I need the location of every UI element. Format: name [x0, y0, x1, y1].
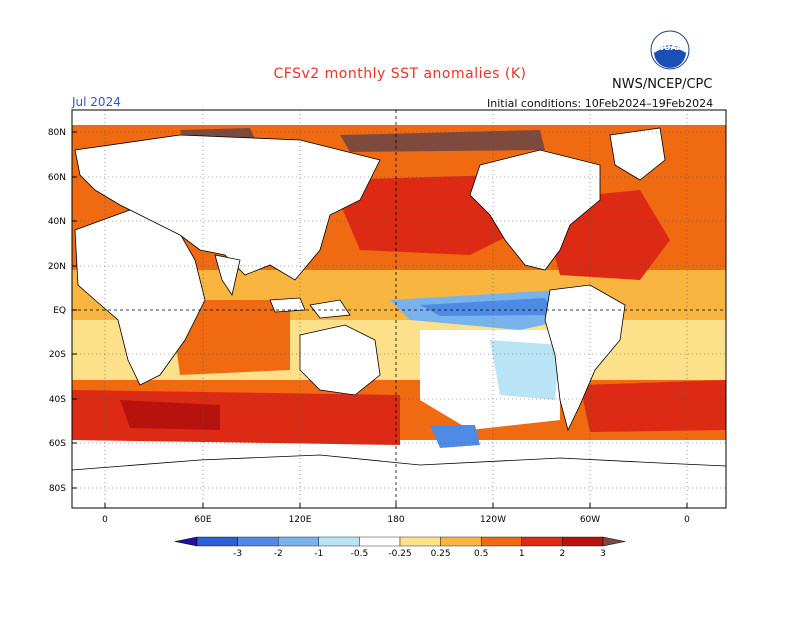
colorbar-segment: [359, 536, 401, 547]
initial-conditions: Initial conditions: 10Feb2024–19Feb2024: [487, 97, 714, 110]
colorbar-segment: [399, 536, 441, 547]
colorbar-segment: [562, 536, 604, 547]
colorbar-label: -0.5: [351, 549, 369, 559]
land-greenland: [609, 127, 666, 181]
grid: [72, 110, 726, 508]
colorbar-min-arrow: [174, 536, 198, 547]
lat-labels: 80N 60N 40N 20N EQ 20S 40S 60S 80S: [48, 128, 77, 494]
colorbar-label: 2: [560, 549, 566, 559]
colorbar-segment: [481, 536, 523, 547]
lon-labels: 0 60E 120E 180 120W 60W 0: [102, 503, 690, 525]
lat-label: 40N: [48, 217, 66, 227]
colorbar-label: -0.25: [388, 549, 411, 559]
colorbar-segment: [278, 536, 320, 547]
lon-label: 0: [102, 515, 108, 525]
noaa-logo: NOAA: [650, 30, 690, 70]
colorbar: [174, 536, 626, 547]
lon-label: 120E: [289, 515, 312, 525]
lat-label: 40S: [49, 395, 66, 405]
noaa-logo-text: NOAA: [657, 43, 683, 52]
lat-label: EQ: [53, 306, 66, 316]
map-frame: [71, 109, 727, 509]
chart-title: CFSv2 monthly SST anomalies (K): [273, 66, 527, 82]
land-south-america: [544, 284, 626, 432]
valid-month: Jul 2024: [72, 95, 121, 109]
lat-label: 20S: [49, 350, 66, 360]
colorbar-labels: -3 -2 -1 -0.5 -0.25 0.25 0.5 1 2 3: [233, 549, 606, 559]
lon-label: 120W: [480, 515, 506, 525]
reference-lines: [72, 110, 726, 508]
colorbar-label: 1: [519, 549, 525, 559]
land-eurasia: [74, 134, 381, 281]
lon-label: 180: [387, 515, 404, 525]
colorbar-segment: [440, 536, 482, 547]
lat-label: 80N: [48, 128, 66, 138]
lat-label: 60N: [48, 173, 66, 183]
colorbar-label: 3: [600, 549, 606, 559]
coastlines: [72, 127, 726, 508]
noaa-logo-icon: NOAA: [650, 30, 690, 70]
colorbar-segment: [196, 536, 238, 547]
lon-label: 0: [684, 515, 690, 525]
colorbar-segment: [318, 536, 360, 547]
colorbar-segment: [521, 536, 563, 547]
colorbar-label: -2: [274, 549, 283, 559]
lon-label: 60W: [580, 515, 600, 525]
lat-label: 80S: [49, 484, 66, 494]
colorbar-label: -3: [233, 549, 242, 559]
agency-label: NWS/NCEP/CPC: [612, 77, 713, 92]
lon-label: 60E: [194, 515, 211, 525]
colorbar-label: -1: [314, 549, 323, 559]
land-antarctica: [72, 454, 726, 508]
colorbar-segment: [237, 536, 279, 547]
lat-label: 20N: [48, 262, 66, 272]
lat-label: 60S: [49, 439, 66, 449]
land-australia: [299, 324, 381, 396]
colorbar-label: 0.25: [431, 549, 451, 559]
colorbar-max-arrow: [602, 536, 626, 547]
colorbar-label: 0.5: [474, 549, 488, 559]
